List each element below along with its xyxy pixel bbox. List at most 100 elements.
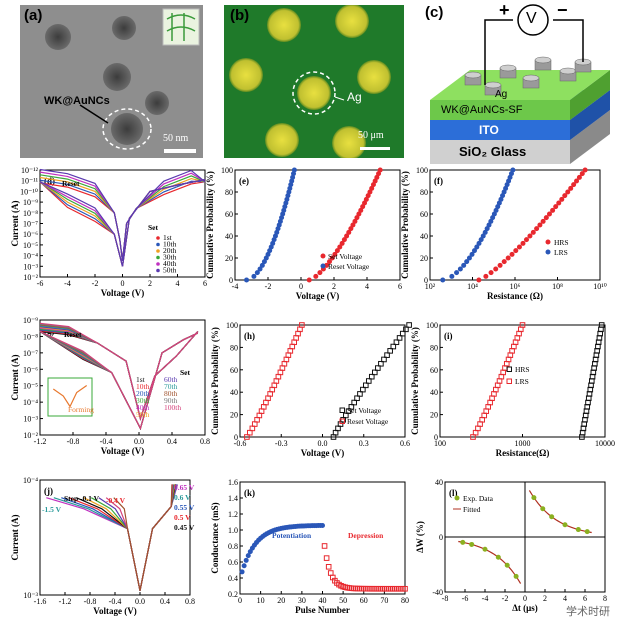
xtick-label-l: 0 [523, 594, 527, 603]
xtick-label-d: -6 [37, 279, 44, 288]
panel-label-f: (f) [434, 176, 443, 186]
panel-label-c: (c) [425, 4, 444, 21]
ytick-label-k: 0.6 [228, 558, 238, 567]
depression-point [323, 555, 330, 561]
ytick-label-d: 10⁻³ [23, 262, 38, 271]
meter-plus: + [499, 0, 510, 20]
ytick-label-h: 20 [230, 411, 238, 420]
ytick-label-g: 10⁻⁴ [23, 398, 38, 407]
annotation-wk-aunc: WK@AuNCs [44, 95, 110, 107]
hrs-point [497, 262, 503, 268]
set-voltage-point [348, 226, 354, 232]
ytick-label-f: 40 [420, 232, 428, 241]
xtick-label-i: 10000 [595, 439, 615, 448]
lrs-point [440, 277, 446, 283]
set-voltage-point [348, 404, 355, 410]
xlabel-l: Δt (μs) [512, 603, 538, 613]
hrs-point [534, 226, 540, 232]
voltage-label-j: 0.45 V [174, 523, 195, 532]
iv-curve-g [39, 322, 199, 421]
exp-data-point [531, 495, 537, 501]
xtick-label-e: 6 [398, 282, 402, 291]
xtick-label-e: 4 [365, 282, 369, 291]
set-voltage-point [351, 399, 357, 406]
forming-curve [52, 385, 88, 408]
hrs-point [582, 167, 588, 173]
hrs-point [562, 193, 568, 199]
watermark: 学术时研 [566, 605, 610, 618]
device-schematic-panel: (c) V + − Ag WK@AuNCs-SF ITO SiO₂ Glass [415, 0, 615, 165]
set-voltage-point [339, 240, 345, 246]
legend-h-reset: Reset Voltage [347, 417, 389, 426]
ytick-label-e: 0 [229, 276, 233, 285]
plot-frame-e [234, 169, 401, 281]
reset-voltage-point [257, 266, 263, 272]
xtick-label-k: 10 [257, 596, 265, 605]
xtick-label-f: 10⁶ [510, 282, 521, 291]
fit-curve [528, 490, 592, 534]
legend-i-hrs: HRS [515, 365, 530, 374]
exp-data-point [584, 529, 590, 535]
legend-e-reset: Reset Voltage [328, 262, 370, 271]
ytick-label-k: 0.4 [228, 574, 238, 583]
xtick-label-j: -1.6 [34, 597, 47, 606]
ytick-label-d: 10⁻⁶ [23, 230, 38, 239]
hrs-point [546, 211, 552, 217]
ytick-label-k: 1.6 [228, 478, 238, 487]
lrs-point [471, 248, 477, 254]
ytick-label-h: 60 [230, 366, 238, 375]
scale-bar-label: 50 nm [163, 133, 189, 144]
iv-curve-d [39, 168, 206, 261]
set-voltage-point [384, 352, 390, 358]
xlabel-g: Voltage (V) [101, 446, 144, 456]
legend-g: 50th [136, 410, 150, 419]
exp-data-point [562, 522, 568, 528]
xlabel-h: Voltage (V) [301, 448, 344, 458]
lrs-point [510, 167, 516, 173]
ytick-label-h: 40 [230, 388, 238, 397]
lrs-point [461, 262, 467, 268]
meter-minus: − [557, 0, 568, 20]
legend-marker-h [339, 418, 345, 424]
xtick-label-k: 0 [238, 596, 242, 605]
ytick-label-d: 10⁻² [23, 273, 38, 282]
xtick-label-g: 0.0 [134, 437, 144, 446]
legend-g: 1st [136, 375, 146, 384]
voltage-label-j2: -0.4 V [106, 496, 126, 505]
xtick-label-d: 6 [203, 279, 207, 288]
set-voltage-point [354, 395, 360, 402]
hrs-point [550, 207, 556, 213]
xtick-label-k: 40 [319, 596, 327, 605]
lrs-point [469, 251, 475, 257]
legend-g: 10th [136, 382, 150, 391]
xtick-label-g: 0.4 [167, 437, 177, 446]
legend-h-set: Set Voltage [347, 406, 382, 415]
annotation-ag: Ag [347, 90, 362, 104]
ytick-label-f: 20 [420, 254, 428, 263]
ytick-label-g: 10⁻³ [23, 415, 38, 424]
xtick-label-j: 0.0 [135, 597, 145, 606]
voltage-label-j: 0.5 V [174, 513, 191, 522]
xtick-label-k: 20 [277, 596, 285, 605]
legend-marker-e [320, 263, 326, 269]
set-voltage-point [377, 167, 383, 173]
layer-sf: WK@AuNCs-SF [441, 104, 523, 116]
hrs-point [543, 215, 549, 221]
xtick-label-j: -0.8 [84, 597, 97, 606]
lrs-point [482, 229, 488, 235]
forming-label: Forming [68, 405, 94, 414]
potentiation-point [241, 563, 247, 569]
ytick-label-i: 80 [430, 343, 438, 352]
ytick-label-f: 0 [424, 276, 428, 285]
ytick-label-i: 20 [430, 411, 438, 420]
set-voltage-point [334, 248, 340, 254]
xlabel-k: Pulse Number [295, 605, 350, 615]
iv-curve-d [39, 181, 206, 261]
xtick-label-g: -0.8 [67, 437, 80, 446]
set-voltage-point [363, 382, 369, 389]
reset-voltage-point [291, 167, 297, 173]
xlabel-j: Voltage (V) [93, 606, 136, 616]
lrs-point [480, 233, 486, 239]
set-label-d: Set [148, 223, 159, 232]
xtick-label-d: -2 [92, 279, 99, 288]
